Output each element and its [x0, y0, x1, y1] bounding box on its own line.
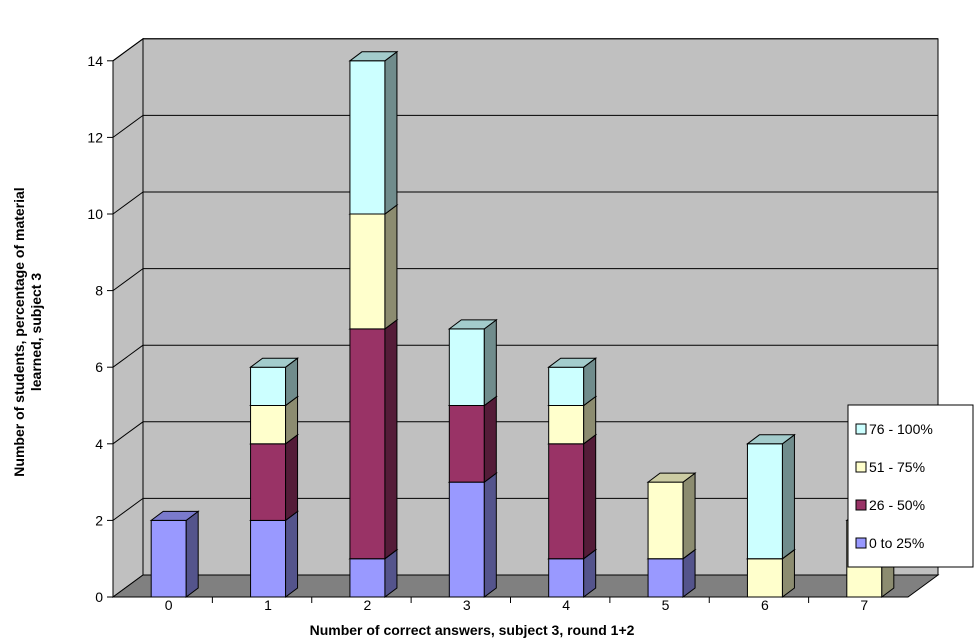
bar-segment: [646, 472, 697, 560]
gridline-side: [112, 344, 144, 368]
x-tick-label: 1: [264, 597, 272, 613]
legend-label: 0 to 25%: [869, 535, 924, 551]
legend-swatch: [855, 537, 867, 549]
bar-top: [547, 357, 598, 368]
x-tick-label: 2: [364, 597, 372, 613]
bar-front: [647, 481, 684, 560]
y-tick-label: 6: [95, 359, 103, 375]
bar-segment: [745, 433, 796, 560]
bar-side: [781, 433, 795, 560]
x-tick-label: 0: [165, 597, 173, 613]
bar-front: [250, 443, 287, 521]
x-tick-label: 5: [662, 597, 670, 613]
bar-side: [483, 472, 497, 598]
bar-side: [483, 318, 497, 407]
y-tick-label: 10: [87, 206, 103, 222]
bar-front: [548, 405, 585, 445]
bar-front: [250, 366, 287, 407]
bar-segment: [447, 395, 498, 484]
bar-front: [548, 366, 585, 407]
bar-top: [447, 319, 498, 330]
bar-front: [349, 328, 386, 560]
bar-top: [348, 51, 399, 62]
bar-side: [384, 318, 398, 560]
bar-side: [483, 395, 497, 484]
x-tick-label: 3: [463, 597, 471, 613]
y-tick-label: 14: [87, 53, 103, 69]
bar-side: [384, 204, 398, 330]
gridline-side: [112, 268, 144, 292]
bar-segment: [447, 318, 498, 407]
bar-segment: [348, 50, 399, 215]
bar-front: [448, 405, 485, 483]
bar-front: [250, 519, 287, 598]
bar-side: [285, 510, 299, 598]
y-axis-title-line-2: learned, subject 3: [28, 273, 44, 391]
bar-front: [746, 558, 783, 598]
bar-segment: [348, 318, 399, 560]
bar-segment: [447, 472, 498, 598]
bar-front: [746, 443, 783, 560]
bar-segment: [348, 204, 399, 330]
gridline-side: [112, 497, 144, 521]
y-tick-label: 12: [87, 129, 103, 145]
legend-label: 26 - 50%: [869, 497, 925, 513]
legend-box: [847, 404, 974, 568]
bar-segment: [547, 357, 598, 407]
gridline-side: [112, 191, 144, 215]
x-tick-label: 6: [761, 597, 769, 613]
legend-swatch: [855, 461, 867, 473]
legend-label: 51 - 75%: [869, 459, 925, 475]
bar-front: [349, 213, 386, 330]
bar-front: [448, 481, 485, 598]
bar-side: [682, 472, 696, 560]
bar-segment: [249, 510, 300, 598]
bar-segment: [249, 357, 300, 407]
legend-swatch: [855, 423, 867, 435]
bar-top: [149, 510, 200, 521]
side-wall: [112, 37, 144, 598]
y-tick-label: 0: [95, 589, 103, 605]
bar-side: [583, 433, 597, 560]
bar-front: [349, 558, 386, 598]
x-tick-label: 4: [562, 597, 570, 613]
bar-front: [548, 558, 585, 598]
gridline-side: [112, 114, 144, 138]
gridline-side: [112, 421, 144, 445]
bar-side: [285, 433, 299, 522]
bar-segment: [547, 433, 598, 560]
bar-front: [349, 60, 386, 215]
bar-segment: [149, 510, 200, 598]
bar-front: [448, 328, 485, 406]
legend: 76 - 100% 51 - 75% 26 - 50% 0 to 25%: [847, 404, 974, 568]
bar-side: [384, 50, 398, 215]
x-axis-title: Number of correct answers, subject 3, ro…: [310, 622, 635, 638]
floor: [111, 574, 940, 598]
bar-front: [250, 405, 287, 445]
y-tick-label: 2: [95, 512, 103, 528]
bar-top: [745, 434, 796, 445]
legend-label: 76 - 100%: [869, 421, 933, 437]
bars: [149, 50, 896, 598]
x-tick-label: 7: [860, 597, 868, 613]
bar-side: [185, 510, 199, 598]
plot-area: [111, 37, 940, 598]
gridline-side: [112, 38, 144, 62]
y-tick-label: 8: [95, 283, 103, 299]
bar-front: [150, 519, 187, 598]
y-axis-title-line-1: Number of students, percentage of materi…: [11, 187, 27, 476]
bar-top: [249, 357, 300, 368]
bar-front: [548, 443, 585, 560]
bar-front: [647, 558, 684, 598]
legend-swatch: [855, 499, 867, 511]
bar-segment: [249, 433, 300, 522]
bar-top: [646, 472, 697, 483]
y-tick-label: 4: [95, 436, 103, 452]
